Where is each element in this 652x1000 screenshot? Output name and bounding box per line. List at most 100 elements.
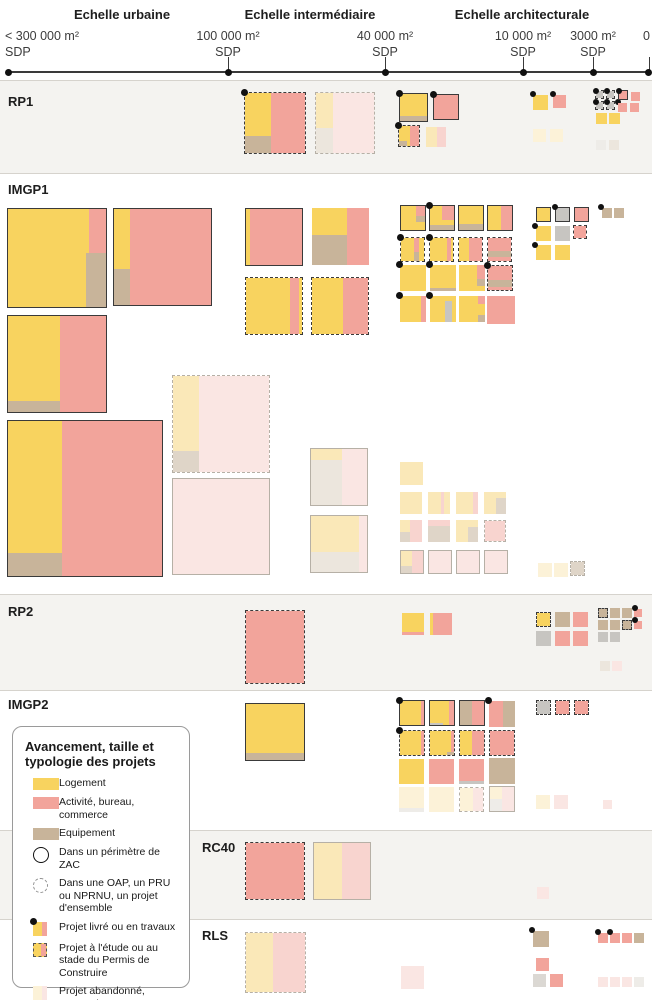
project-square: [532, 242, 551, 260]
square-dot-shape: [30, 917, 47, 936]
project-square: [456, 492, 478, 514]
row-label-rc40: RC40: [202, 840, 236, 855]
project-square: [400, 205, 426, 231]
segment: [401, 966, 424, 989]
project-square: [456, 520, 478, 542]
segment: [575, 208, 588, 221]
project-square: [489, 730, 515, 756]
segment: [602, 208, 612, 218]
segment: [447, 238, 451, 261]
segment: [246, 704, 304, 760]
axis-tick-line: [593, 57, 595, 72]
project-square: [610, 632, 620, 642]
segment: [86, 253, 106, 307]
project-square: [574, 207, 589, 222]
project-square: [426, 127, 446, 147]
axis-dot: [519, 68, 527, 76]
zac-dot: [632, 617, 638, 623]
segment: [550, 974, 563, 987]
project-square: [426, 202, 455, 231]
project-square: [430, 91, 459, 120]
square-pale-icon: [25, 986, 59, 1000]
project-square: [310, 515, 368, 573]
segment: [401, 565, 412, 573]
segment: [400, 265, 426, 291]
project-square: [598, 977, 608, 987]
segment: [537, 208, 550, 221]
project-square: [595, 929, 608, 943]
square-dashed-icon: [25, 942, 59, 957]
segment: [358, 516, 367, 572]
segment: [533, 129, 546, 142]
tick-value: 10 000 m²: [494, 29, 552, 43]
segment: [459, 759, 484, 784]
project-square: [459, 265, 485, 291]
segment: [456, 492, 478, 514]
project-square: [7, 208, 107, 308]
axis-tick-label: < 300 000 m² SDP: [5, 28, 79, 60]
segment: [428, 520, 450, 526]
axis-tick-line: [385, 57, 387, 72]
tick-unit: SDP: [510, 45, 536, 59]
project-square: [533, 129, 546, 142]
circle-dashed-icon: [25, 878, 59, 893]
segment: [618, 103, 627, 112]
project-square: [536, 795, 550, 809]
segment: [490, 799, 502, 811]
swatch-pink-shape: [33, 797, 59, 809]
axis-dot: [644, 68, 652, 76]
zac-dot: [604, 99, 610, 105]
project-square: [426, 261, 456, 291]
segment: [173, 376, 199, 451]
segment: [420, 701, 424, 725]
segment: [538, 563, 552, 577]
project-square: [172, 478, 270, 575]
segment: [412, 551, 423, 573]
project-square: [245, 208, 303, 266]
segment: [430, 723, 444, 725]
segment: [575, 701, 588, 714]
project-square: [573, 225, 587, 239]
segment: [490, 787, 502, 799]
row-label-rp2: RP2: [8, 604, 34, 619]
tick-unit: SDP: [5, 45, 31, 59]
segment: [246, 611, 304, 683]
segment: [609, 113, 620, 124]
segment: [598, 977, 608, 987]
project-square: [429, 730, 455, 756]
project-square: [172, 375, 270, 473]
project-square: [245, 703, 305, 761]
segment: [316, 93, 334, 128]
project-square: [245, 932, 306, 993]
segment: [550, 129, 563, 142]
project-square: [401, 966, 424, 989]
segment: [401, 551, 412, 566]
segment: [426, 127, 437, 147]
zac-dot: [632, 605, 638, 611]
zac-dot: [598, 204, 604, 210]
segment: [399, 808, 424, 812]
segment: [114, 268, 130, 305]
project-square: [458, 205, 484, 231]
zac-dot: [241, 89, 248, 96]
project-square: [487, 237, 512, 262]
project-square: [550, 974, 563, 987]
segment: [607, 91, 614, 98]
project-square: [574, 700, 589, 715]
project-square: [604, 99, 621, 110]
project-square: [570, 561, 585, 576]
segment: [399, 787, 424, 812]
project-square: [555, 612, 570, 627]
project-square: [400, 462, 423, 485]
segment: [400, 701, 424, 725]
segment: [430, 287, 456, 291]
segment: [459, 224, 483, 230]
segment: [536, 631, 551, 646]
segment: [556, 701, 569, 714]
segment: [573, 631, 588, 646]
project-square: [113, 208, 212, 306]
segment: [487, 296, 515, 324]
row-band-imgp2: [0, 690, 652, 830]
segment: [430, 731, 454, 755]
project-square: [631, 92, 640, 101]
